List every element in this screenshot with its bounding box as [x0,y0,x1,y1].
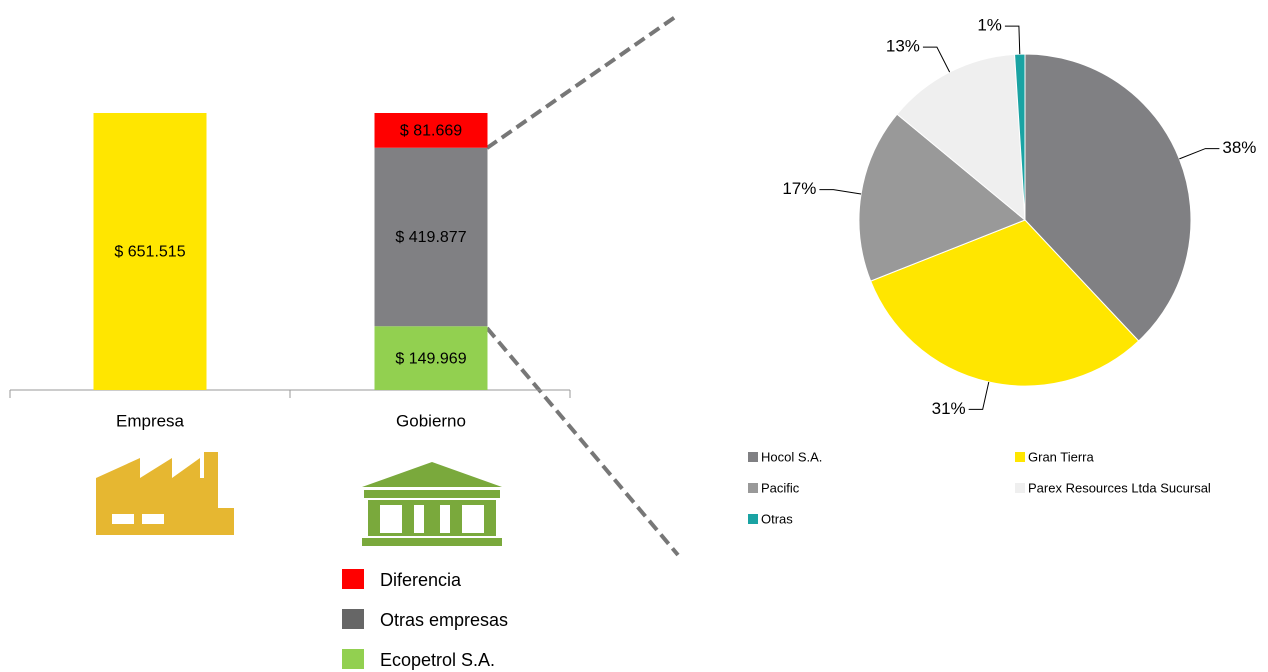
factory-icon [96,452,234,535]
legend-label: Otras empresas [380,610,508,630]
bar-segment [374,147,488,327]
pie-slice [1014,53,1026,221]
leader-line [968,381,990,410]
data-label: 1% [977,16,1002,35]
government-icon [362,462,502,546]
legend-label: Gran Tierra [1028,449,1095,464]
legend-swatch [342,609,364,629]
data-label: 38% [1222,138,1256,157]
leader-line [819,189,862,195]
legend-label: Hocol S.A. [761,449,822,464]
legend-label: Parex Resources Ltda Sucursal [1028,480,1211,495]
legend-label: Otras [761,511,793,526]
data-label: $ 419.877 [395,229,466,246]
zoom-line [485,326,680,557]
legend-label: Pacific [761,480,800,495]
data-label: 31% [932,399,966,418]
pie-slice [1024,53,1192,342]
data-label: 17% [782,179,816,198]
data-label: $ 651.515 [114,244,185,261]
legend-swatch [748,452,758,462]
leader-line [1179,148,1220,160]
pie-slice [870,219,1140,387]
data-label: $ 81.669 [400,123,462,140]
legend-swatch [342,649,364,669]
bar-segment [374,113,488,148]
leader-line [922,46,951,73]
legend-swatch [1015,483,1025,493]
legend-swatch [1015,452,1025,462]
bar-segment [93,113,207,390]
zoom-line [485,13,680,150]
pie-slice [896,53,1026,222]
legend-label: Ecopetrol S.A. [380,650,495,670]
legend-swatch [748,514,758,524]
x-tick-label: Empresa [116,411,185,430]
legend-label: Diferencia [380,570,462,590]
leader-line [1004,25,1021,55]
x-tick-label: Gobierno [396,411,466,430]
bar-segment [374,326,488,390]
data-label: $ 149.969 [395,350,466,367]
legend-swatch [342,569,364,589]
pie-slice [858,113,1026,282]
legend-swatch [748,483,758,493]
data-label: 13% [886,37,920,56]
